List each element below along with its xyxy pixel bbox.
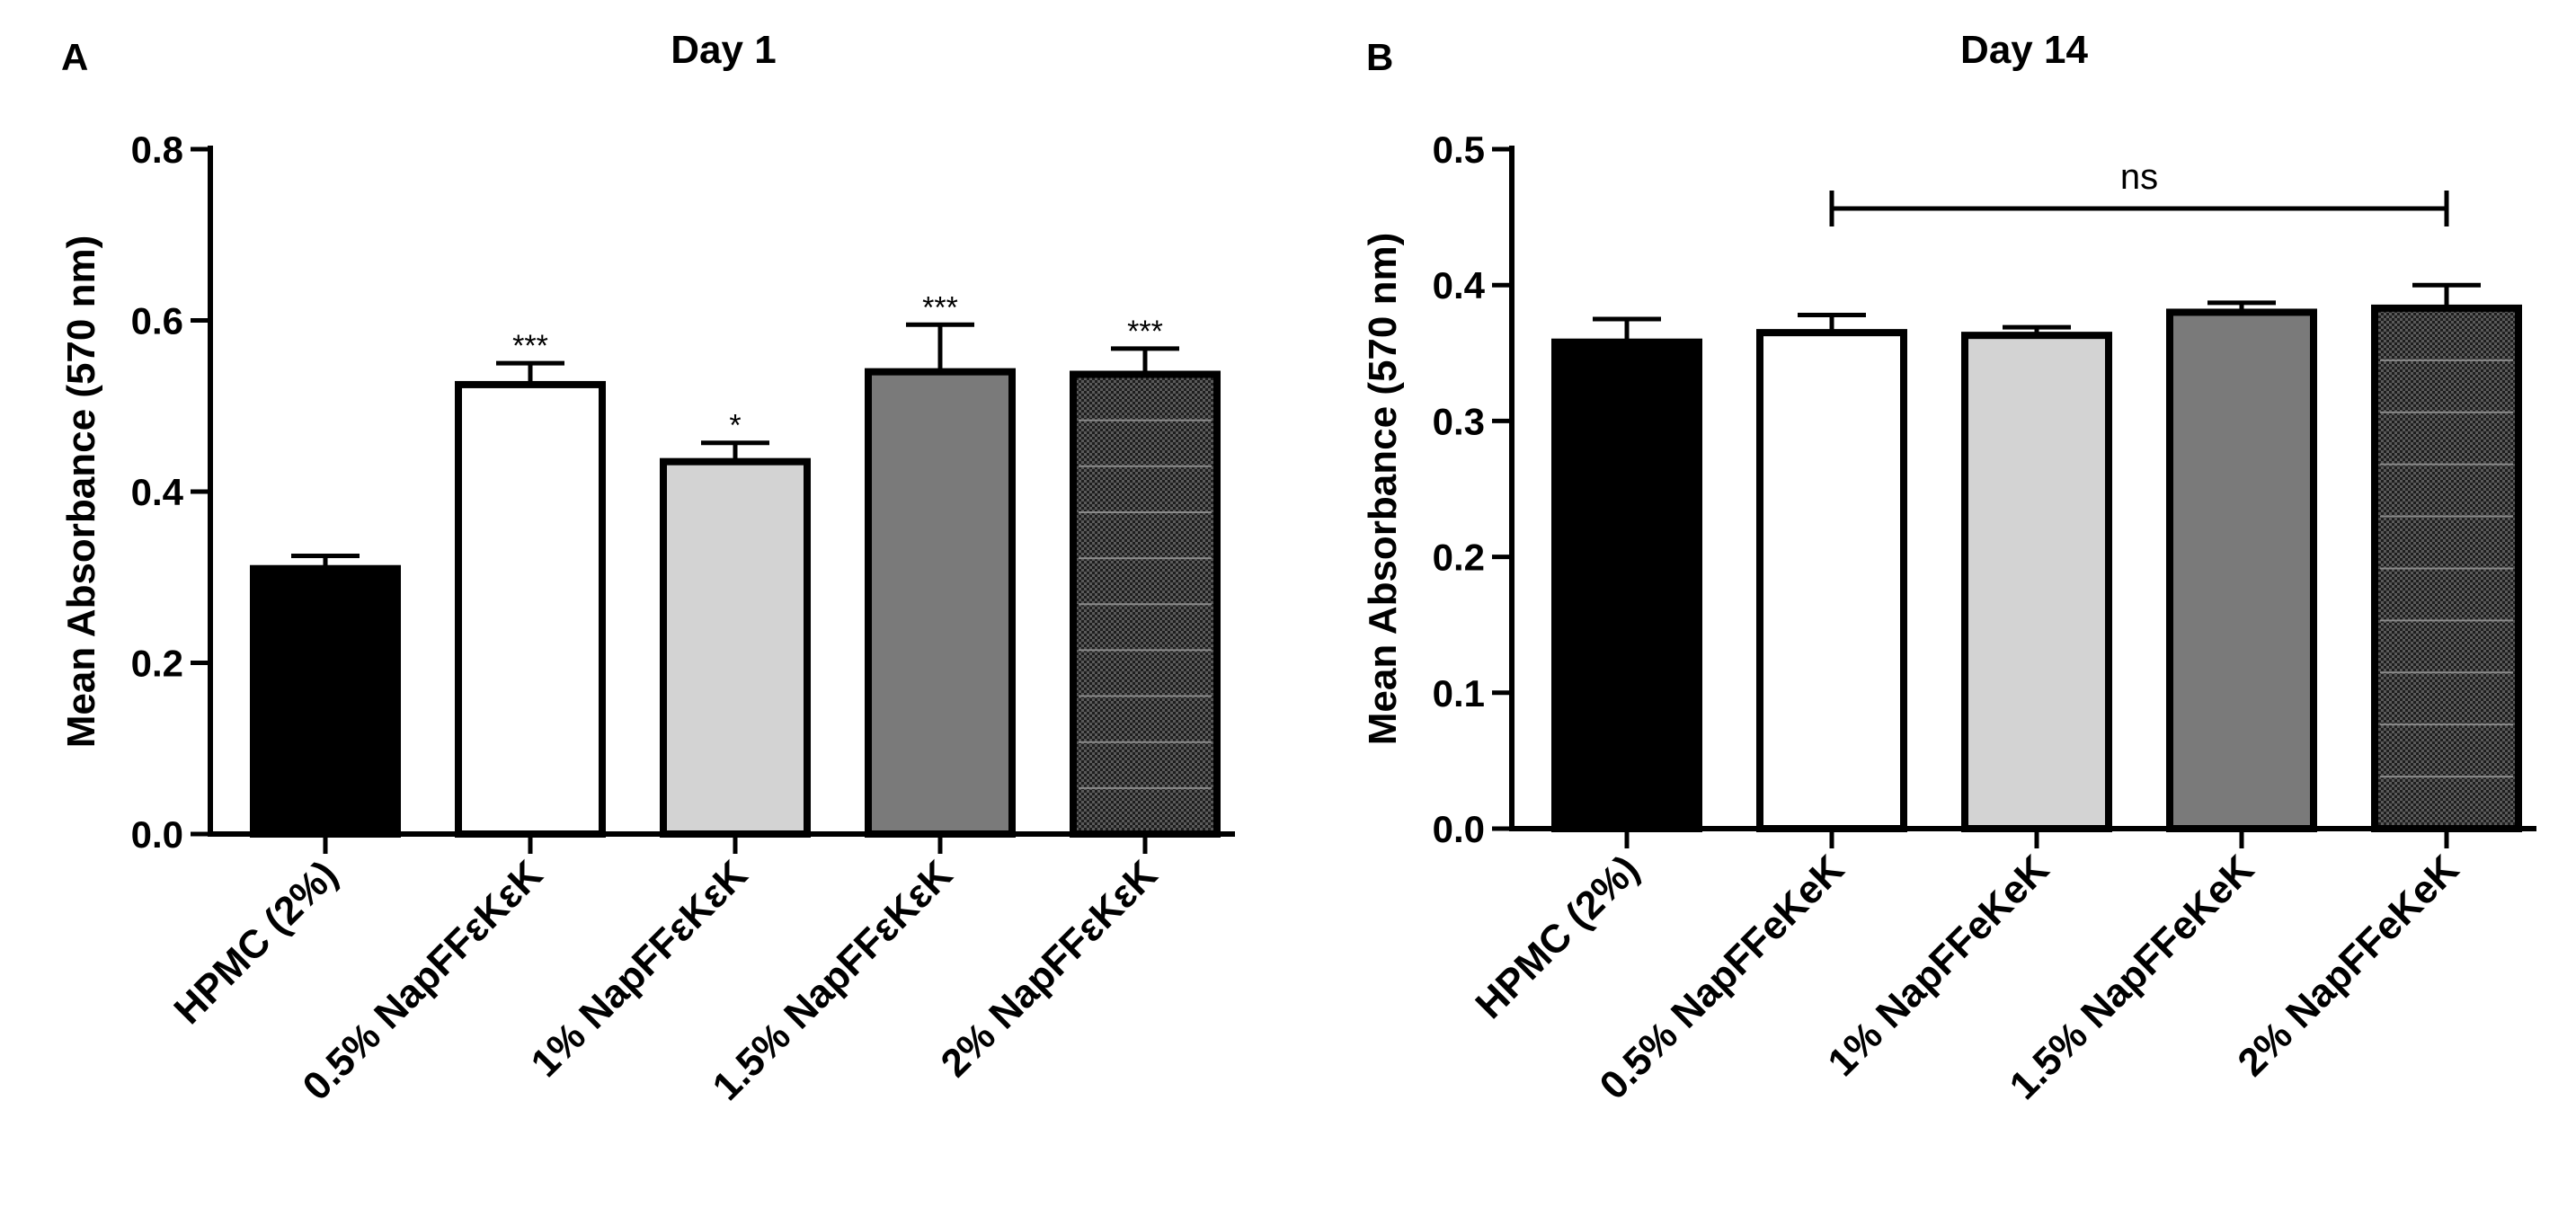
x-tick-label-5: 2% NapFFεKεK — [933, 852, 1167, 1086]
x-tick-label-3: 1% NapFFεKεK — [523, 852, 757, 1086]
bracket-label: ns — [2120, 157, 2158, 197]
bar-1 — [250, 564, 401, 838]
significance-marker-5: *** — [1127, 315, 1163, 349]
significance-marker-4: *** — [922, 290, 958, 324]
bar-4 — [865, 368, 1016, 838]
chart-title: Day 14 — [1960, 28, 2088, 72]
bar-3 — [660, 457, 811, 838]
y-tick-label: 0.4 — [1433, 264, 1486, 306]
bar-2 — [1756, 329, 1907, 832]
y-tick-label: 0.5 — [1433, 129, 1485, 171]
y-tick-label: 0.0 — [131, 813, 183, 856]
chart-title: Day 1 — [671, 28, 776, 72]
panel-a-day-1: A Day 1 Mean Absorbance (570 nm) 0.0 0.2 0.4 0… — [59, 28, 1235, 1109]
significance-marker-3: * — [729, 409, 741, 443]
bar-2 — [455, 380, 606, 838]
panel-label: A — [61, 36, 88, 78]
y-axis-label: Mean Absorbance (570 nm) — [1361, 233, 1405, 746]
x-tick-label-5: 2% NapFFeKeK — [2229, 847, 2467, 1085]
y-tick-label: 0.8 — [131, 129, 183, 171]
y-tick-label: 0.2 — [131, 643, 183, 685]
bar-4 — [2166, 308, 2317, 832]
significance-marker-2: *** — [512, 329, 548, 363]
y-tick-label: 0.2 — [1433, 537, 1485, 579]
bar-3 — [1961, 332, 2112, 833]
y-axis-label: Mean Absorbance (570 nm) — [59, 235, 103, 749]
panel-label: B — [1366, 36, 1393, 78]
y-tick-label: 0.0 — [1433, 808, 1485, 850]
panel-b-day-14: B Day 14 Mean Absorbance (570 nm) 0.0 0.1 0.2… — [1361, 28, 2536, 1108]
y-tick-label: 0.4 — [131, 471, 184, 513]
y-tick-label: 0.6 — [131, 300, 183, 342]
x-tick-label-1: HPMC (2%) — [165, 852, 346, 1033]
y-tick-label: 0.3 — [1433, 400, 1485, 442]
x-tick-label-1: HPMC (2%) — [1467, 847, 1648, 1027]
x-tick-label-3: 1% NapFFeKeK — [1819, 847, 2057, 1085]
bar-1 — [1551, 338, 1702, 833]
y-tick-label: 0.1 — [1433, 672, 1485, 715]
